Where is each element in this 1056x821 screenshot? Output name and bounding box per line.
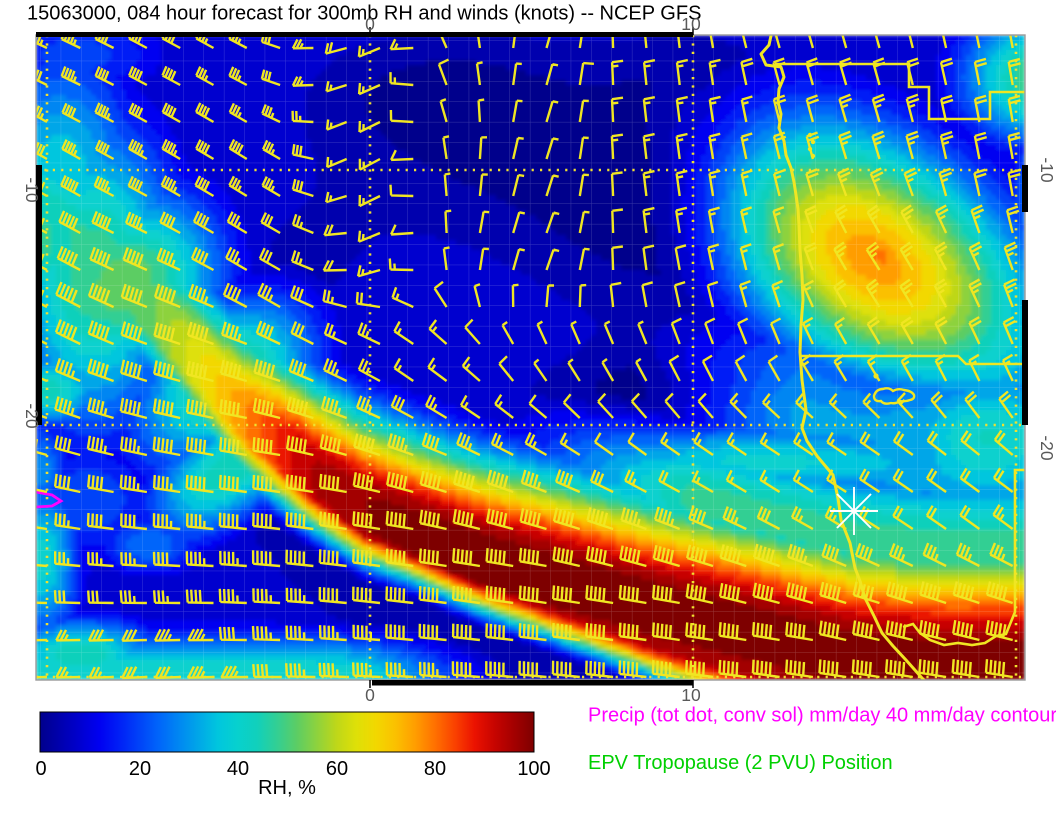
svg-text:-20: -20 xyxy=(22,403,42,429)
svg-text:100: 100 xyxy=(517,758,550,780)
svg-text:80: 80 xyxy=(424,758,446,780)
svg-text:0: 0 xyxy=(365,14,375,34)
svg-text:0: 0 xyxy=(365,685,375,705)
svg-text:-10: -10 xyxy=(22,177,42,203)
svg-text:20: 20 xyxy=(129,758,151,780)
svg-text:RH, %: RH, % xyxy=(258,777,316,799)
svg-text:15063000, 084 hour forecast fo: 15063000, 084 hour forecast for 300mb RH… xyxy=(27,3,701,25)
svg-text:40: 40 xyxy=(227,758,249,780)
svg-text:10: 10 xyxy=(681,685,701,705)
svg-text:0: 0 xyxy=(35,758,46,780)
svg-text:Precip (tot dot, conv sol) mm/: Precip (tot dot, conv sol) mm/day 40 mm/… xyxy=(588,705,1056,727)
svg-text:-20: -20 xyxy=(1037,435,1056,461)
svg-text:60: 60 xyxy=(326,758,348,780)
svg-text:-10: -10 xyxy=(1037,157,1056,183)
svg-text:EPV Tropopause (2 PVU) Positio: EPV Tropopause (2 PVU) Position xyxy=(588,752,893,774)
svg-text:10: 10 xyxy=(681,14,701,34)
